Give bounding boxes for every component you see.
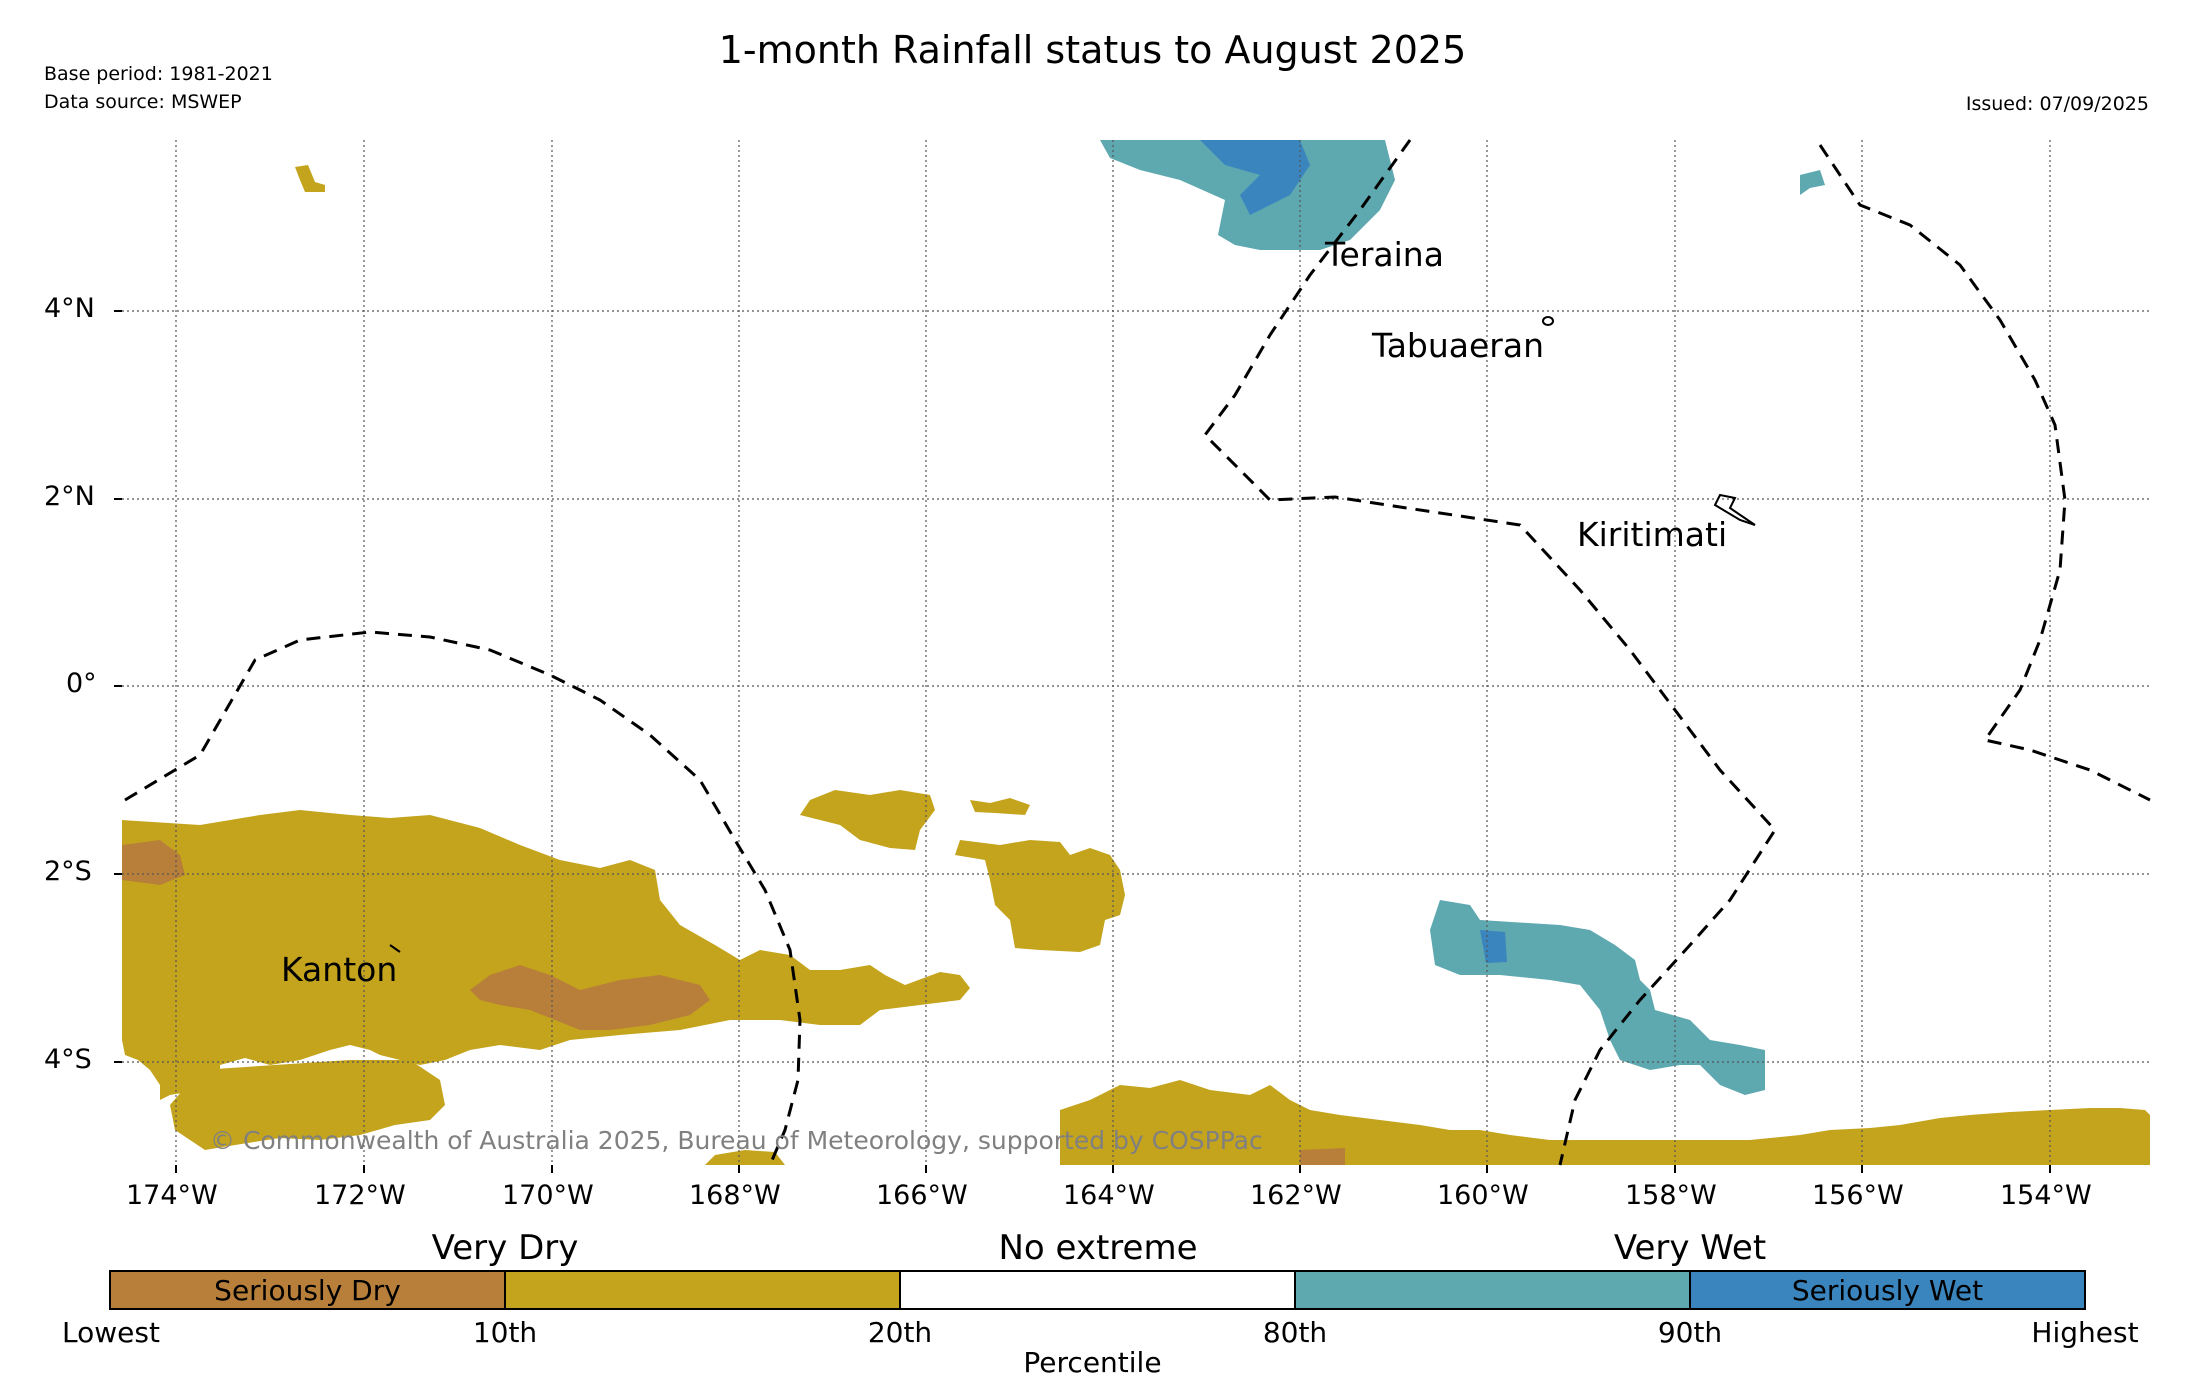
place-label-kiritimati: Kiritimati [1577, 515, 1728, 554]
gridlines [122, 140, 2150, 1165]
percentile-label-lowest: Lowest [62, 1316, 160, 1349]
lat-label-4n: 4°N [44, 293, 95, 324]
legend-segment-seriously-wet: Seriously Wet [1691, 1272, 2084, 1308]
dry-region-mid2 [955, 840, 1125, 952]
seriously-dry-region-central [470, 965, 710, 1030]
legend-colorbar: Seriously Dry Seriously Wet [109, 1270, 2086, 1310]
dry-band-south [1060, 1080, 2150, 1165]
lat-label-2s: 2°S [44, 856, 92, 887]
legend-category-no-extreme: No extreme [998, 1228, 1198, 1268]
tabuaeran-island-outline [1542, 316, 1554, 326]
legend-category-very-dry: Very Dry [431, 1228, 579, 1268]
issued-date: Issued: 07/09/2025 [1965, 93, 2149, 115]
base-period: Base period: 1981-2021 [44, 63, 273, 85]
lon-label-164w: 164°W [1063, 1180, 1155, 1211]
axis-ticks [114, 310, 2051, 1173]
eez-boundary-line-east [1818, 144, 2151, 802]
dry-region-bottom-left [705, 1150, 785, 1165]
legend-category-very-wet: Very Wet [1613, 1228, 1767, 1268]
percentile-label-90th: 90th [1657, 1316, 1723, 1349]
dry-region-mid1 [800, 790, 935, 850]
percentile-label-20th: 20th [867, 1316, 933, 1349]
eez-boundaries [124, 139, 2151, 1166]
place-label-tabuaeran: Tabuaeran [1372, 326, 1545, 365]
lon-label-174w: 174°W [126, 1180, 218, 1211]
lon-label-172w: 172°W [314, 1180, 406, 1211]
lon-label-162w: 162°W [1250, 1180, 1342, 1211]
lon-label-154w: 154°W [2000, 1180, 2092, 1211]
dry-region-mid3 [970, 798, 1030, 815]
lon-label-160w: 160°W [1437, 1180, 1529, 1211]
legend-segment-no-extreme [901, 1272, 1296, 1308]
seriously-wet-region-teraina [1200, 140, 1310, 215]
colorbar-axis-title: Percentile [1023, 1346, 1162, 1379]
lat-label-4s: 4°S [44, 1044, 92, 1075]
dry-region-west [122, 810, 970, 1100]
page-title: 1-month Rainfall status to August 2025 [718, 28, 1467, 72]
kiritimati-island-outline [1713, 493, 1756, 526]
seriously-wet-region-central [1480, 930, 1507, 963]
place-label-kanton: Kanton [281, 950, 398, 989]
lon-label-168w: 168°W [689, 1180, 781, 1211]
lat-label-2n: 2°N [44, 481, 95, 512]
legend-segment-very-dry [506, 1272, 901, 1308]
legend-segment-very-wet [1296, 1272, 1691, 1308]
lon-label-166w: 166°W [876, 1180, 968, 1211]
dry-region-west-lower [170, 1060, 445, 1150]
copyright-notice: © Commonwealth of Australia 2025, Bureau… [210, 1126, 1263, 1155]
lat-label-0: 0° [66, 668, 97, 699]
lon-label-156w: 156°W [1812, 1180, 1904, 1211]
eez-boundary-phoenix [124, 630, 802, 1166]
data-source: Data source: MSWEP [44, 91, 242, 113]
percentile-label-80th: 80th [1262, 1316, 1328, 1349]
place-label-teraina: Teraina [1325, 235, 1444, 274]
islands [389, 316, 1756, 953]
percentile-label-highest: Highest [2031, 1316, 2139, 1349]
dry-island-nw [295, 165, 325, 192]
legend-segment-seriously-dry: Seriously Dry [111, 1272, 506, 1308]
kanton-island-outline [389, 944, 401, 953]
percentile-label-10th: 10th [472, 1316, 538, 1349]
seriously-dry-south [1300, 1148, 1345, 1165]
metadata-block: Base period: 1981-2021 Data source: MSWE… [44, 60, 273, 116]
lon-label-170w: 170°W [502, 1180, 594, 1211]
lon-label-158w: 158°W [1625, 1180, 1717, 1211]
eez-boundary-line-west [1203, 139, 1777, 1166]
wet-region-central [1430, 900, 1765, 1095]
wet-region-ne [1800, 170, 1825, 195]
